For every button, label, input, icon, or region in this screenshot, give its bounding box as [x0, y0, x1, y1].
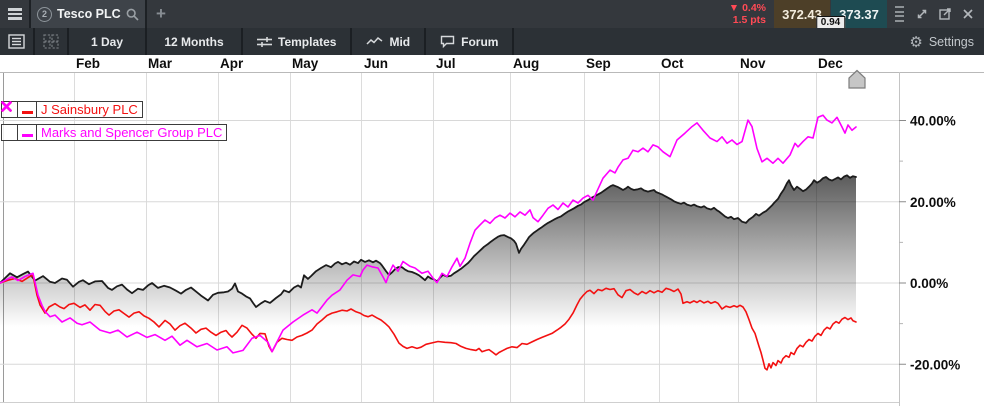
month-label: Jul: [436, 56, 456, 71]
chart-tab-tesco[interactable]: 2 Tesco PLC: [31, 0, 147, 28]
series-line-sample: [18, 101, 37, 118]
legend-series-label[interactable]: J Sainsbury PLC: [37, 101, 143, 118]
settings-button[interactable]: ⚙ Settings: [909, 33, 974, 51]
tab-title: Tesco PLC: [57, 7, 121, 21]
legend-series-label[interactable]: Marks and Spencer Group PLC: [37, 124, 228, 141]
month-label: Nov: [740, 56, 766, 71]
forum-button[interactable]: Forum: [426, 28, 515, 55]
change-percent: ▼ 0.4%: [728, 2, 766, 14]
month-label: May: [292, 56, 319, 71]
search-icon[interactable]: [126, 6, 139, 22]
sell-buy-prices: 372.43 373.37 0.94: [774, 0, 887, 29]
down-triangle-icon: ▼: [728, 2, 740, 14]
close-icon[interactable]: [960, 6, 976, 22]
legend-row: J Sainsbury PLC: [1, 101, 227, 118]
remove-comparison-button[interactable]: [1, 101, 18, 141]
price-chart-area[interactable]: Feb Mar Apr May Jun Jul Aug Sep Oct Nov Dec 40.00% 2…: [0, 55, 984, 406]
price-change: ▼ 0.4% 1.5 pts: [729, 0, 774, 28]
list-icon: [8, 34, 25, 49]
month-label: Mar: [148, 56, 173, 71]
comparison-legend: J Sainsbury PLC Marks and Spencer Group …: [1, 101, 228, 147]
price-chart-svg[interactable]: Feb Mar Apr May Jun Jul Aug Sep Oct Nov Dec 40.00% 2…: [0, 55, 984, 406]
expand-icon[interactable]: [914, 6, 930, 22]
sliders-icon: [257, 36, 272, 47]
legend-row: Marks and Spencer Group PLC: [1, 101, 228, 141]
main-menu-button[interactable]: [0, 0, 31, 28]
month-label: Sep: [586, 56, 611, 71]
layout-grid-button[interactable]: [35, 28, 69, 55]
interval-selector[interactable]: 1 Day: [69, 28, 147, 55]
value-axis-label: 40.00%: [910, 114, 956, 129]
speech-bubble-icon: [440, 35, 455, 48]
sell-price-button[interactable]: 372.43: [774, 0, 830, 28]
change-points: 1.5 pts: [732, 14, 766, 26]
chart-toolbar: 1 Day 12 Months Templates Mid Forum ⚙ Se…: [0, 28, 984, 55]
month-label: Apr: [220, 56, 244, 71]
popout-icon[interactable]: [937, 6, 953, 22]
value-axis-label: 20.00%: [910, 195, 956, 210]
new-tab-button[interactable]: +: [156, 4, 166, 23]
period-selector[interactable]: 12 Months: [147, 28, 243, 55]
gear-icon: ⚙: [909, 33, 923, 51]
series-line-marks-and-spencer-group-plc[interactable]: [0, 114, 857, 354]
quote-panel: ▼ 0.4% 1.5 pts 372.43 373.37 0.94: [729, 0, 984, 29]
month-label: Oct: [661, 56, 684, 71]
mid-price-button[interactable]: Mid: [352, 28, 427, 55]
month-label: Feb: [76, 56, 100, 71]
month-label: Aug: [513, 56, 539, 71]
latest-data-marker[interactable]: [848, 69, 866, 89]
templates-button[interactable]: Templates: [243, 28, 353, 55]
month-label: Dec: [818, 56, 843, 71]
top-bar: 2 Tesco PLC + ▼ 0.4% 1.5 pts 372.43 373.…: [0, 0, 984, 29]
hamburger-icon: [7, 6, 22, 22]
series-line-tesco-plc[interactable]: [0, 174, 857, 308]
grid-icon: [43, 34, 59, 49]
tab-number-badge: 2: [37, 6, 52, 22]
value-axis-label: -20.00%: [910, 357, 960, 372]
drag-handle-icon[interactable]: [895, 6, 904, 22]
watchlist-button[interactable]: [0, 28, 35, 55]
month-label: Jun: [364, 56, 388, 71]
x-icon: [1, 101, 12, 112]
tesco-area-fill: [0, 175, 856, 402]
series-line-j-sainsbury-plc[interactable]: [0, 274, 857, 371]
series-line-sample: [18, 124, 37, 141]
value-axis-label: 0.00%: [910, 276, 948, 291]
line-chart-icon: [366, 36, 383, 45]
window-controls: [887, 0, 984, 28]
